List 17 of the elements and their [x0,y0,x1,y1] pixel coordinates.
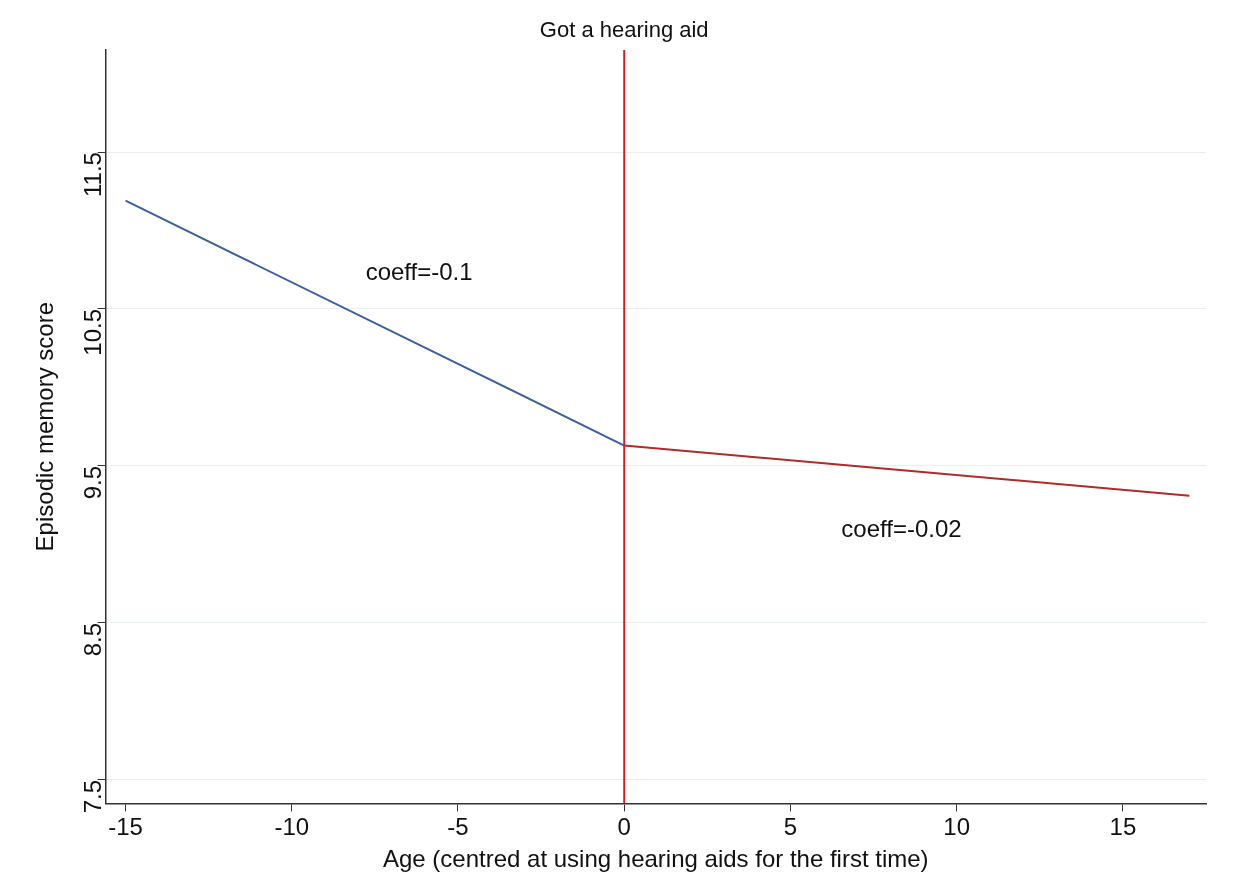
y-tick-label: 11.5 [79,152,107,197]
x-tick-label: 15 [1109,813,1137,841]
x-axis-title: Age (centred at using hearing aids for the first time) [383,845,929,873]
y-tick-label: 10.5 [79,308,107,356]
x-tick-label: -5 [447,813,469,841]
y-axis-title: Episodic memory score [31,301,59,552]
ref-line-label: Got a hearing aid [539,17,709,43]
x-tick-label: 10 [943,813,971,841]
annotation: coeff=-0.1 [365,258,473,286]
x-tick-label: 0 [617,813,631,841]
x-tick-label: 5 [783,813,798,841]
y-tick-label: 9.5 [79,465,107,500]
y-tick-label: 7.5 [79,779,107,814]
x-tick-label: -10 [274,813,310,841]
y-tick-label: 8.5 [79,622,107,657]
annotation: coeff=-0.02 [841,515,962,543]
x-tick-label: -15 [108,813,143,841]
